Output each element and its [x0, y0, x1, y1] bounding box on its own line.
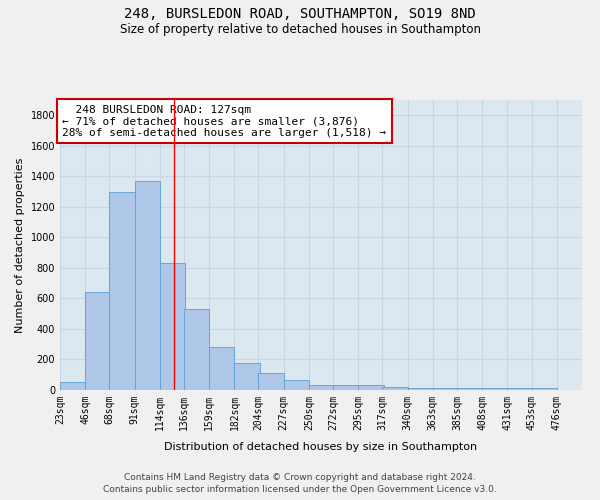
Bar	[433, 388, 458, 390]
Text: Contains HM Land Registry data © Crown copyright and database right 2024.: Contains HM Land Registry data © Crown c…	[124, 472, 476, 482]
Bar	[209, 348, 235, 390]
Bar	[134, 181, 160, 390]
Bar	[85, 292, 110, 390]
Bar	[284, 380, 309, 390]
Text: 248, BURSLEDON ROAD, SOUTHAMPTON, SO19 8ND: 248, BURSLEDON ROAD, SOUTHAMPTON, SO19 8…	[124, 8, 476, 22]
Bar	[160, 264, 185, 390]
Bar	[508, 388, 533, 390]
Bar	[333, 386, 358, 390]
Bar	[109, 192, 134, 390]
Bar	[407, 388, 433, 390]
Bar	[382, 387, 407, 390]
Bar	[235, 364, 260, 390]
Text: Distribution of detached houses by size in Southampton: Distribution of detached houses by size …	[164, 442, 478, 452]
Bar	[259, 373, 284, 390]
Bar	[457, 388, 482, 390]
Text: 248 BURSLEDON ROAD: 127sqm
← 71% of detached houses are smaller (3,876)
28% of s: 248 BURSLEDON ROAD: 127sqm ← 71% of deta…	[62, 104, 386, 138]
Bar	[482, 388, 508, 390]
Bar	[358, 386, 383, 390]
Bar	[60, 382, 85, 390]
Bar	[532, 388, 557, 390]
Text: Contains public sector information licensed under the Open Government Licence v3: Contains public sector information licen…	[103, 485, 497, 494]
Text: Size of property relative to detached houses in Southampton: Size of property relative to detached ho…	[119, 22, 481, 36]
Y-axis label: Number of detached properties: Number of detached properties	[15, 158, 25, 332]
Bar	[309, 384, 334, 390]
Bar	[184, 309, 209, 390]
